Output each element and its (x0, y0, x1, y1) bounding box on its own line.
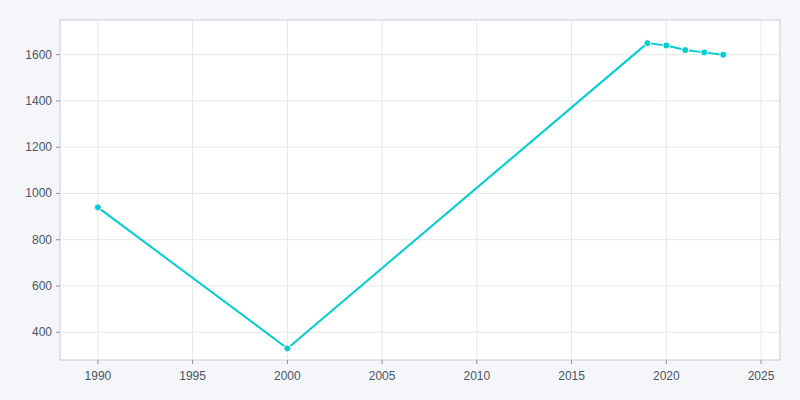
point (701, 49, 708, 56)
tick-label-x: 2020 (653, 369, 680, 383)
point (284, 345, 291, 352)
series (94, 40, 726, 352)
grid-line-x (287, 20, 288, 360)
tick-y (56, 100, 60, 101)
tick-x (476, 360, 477, 364)
axes: 1990 1995 2000 2005 2010 2015 2020 2025 400 600 80… (25, 48, 774, 383)
tick-y (56, 147, 60, 148)
point (720, 51, 727, 58)
tick-x (571, 360, 572, 364)
tick-label-x: 2015 (558, 369, 585, 383)
grid-line-y (60, 100, 780, 101)
grid-line-y (60, 239, 780, 240)
grid-line-y (60, 147, 780, 148)
line (98, 43, 723, 348)
tick-label-x: 2010 (463, 369, 490, 383)
grid-line-y (60, 285, 780, 286)
plot-frame (60, 20, 780, 360)
tick-label-x: 1990 (85, 369, 112, 383)
tick-y (56, 54, 60, 55)
grid-line-x (571, 20, 572, 360)
grid-line-y (60, 54, 780, 55)
chart: 1990 1995 2000 2005 2010 2015 2020 2025 400 600 80… (0, 0, 800, 400)
tick-y (56, 239, 60, 240)
tick-label-y: 1600 (25, 48, 52, 62)
grid-line-y (60, 193, 780, 194)
point (663, 42, 670, 49)
tick-label-y: 800 (32, 233, 52, 247)
tick-label-y: 600 (32, 279, 52, 293)
grid-line-x (97, 20, 98, 360)
tick-label-y: 400 (32, 325, 52, 339)
grid-line-x (382, 20, 383, 360)
tick-x (97, 360, 98, 364)
grid-line-x (476, 20, 477, 360)
tick-x (287, 360, 288, 364)
tick-y (56, 285, 60, 286)
chart-container: 1990 1995 2000 2005 2010 2015 2020 2025 400 600 80… (0, 0, 800, 400)
point (644, 40, 651, 47)
tick-label-x: 2005 (369, 369, 396, 383)
tick-label-x: 2025 (748, 369, 775, 383)
grid-line-x (192, 20, 193, 360)
tick-label-y: 1000 (25, 186, 52, 200)
grid (60, 20, 780, 360)
tick-y (56, 332, 60, 333)
tick-y (56, 193, 60, 194)
tick-label-x: 1995 (179, 369, 206, 383)
tick-label-x: 2000 (274, 369, 301, 383)
background (0, 0, 800, 400)
tick-label-y: 1400 (25, 94, 52, 108)
tick-x (761, 360, 762, 364)
tick-x (382, 360, 383, 364)
grid-line-y (60, 332, 780, 333)
grid-line-x (761, 20, 762, 360)
point (682, 47, 689, 54)
tick-label-y: 1200 (25, 140, 52, 154)
point (94, 204, 101, 211)
grid-line-x (666, 20, 667, 360)
tick-x (666, 360, 667, 364)
tick-x (192, 360, 193, 364)
